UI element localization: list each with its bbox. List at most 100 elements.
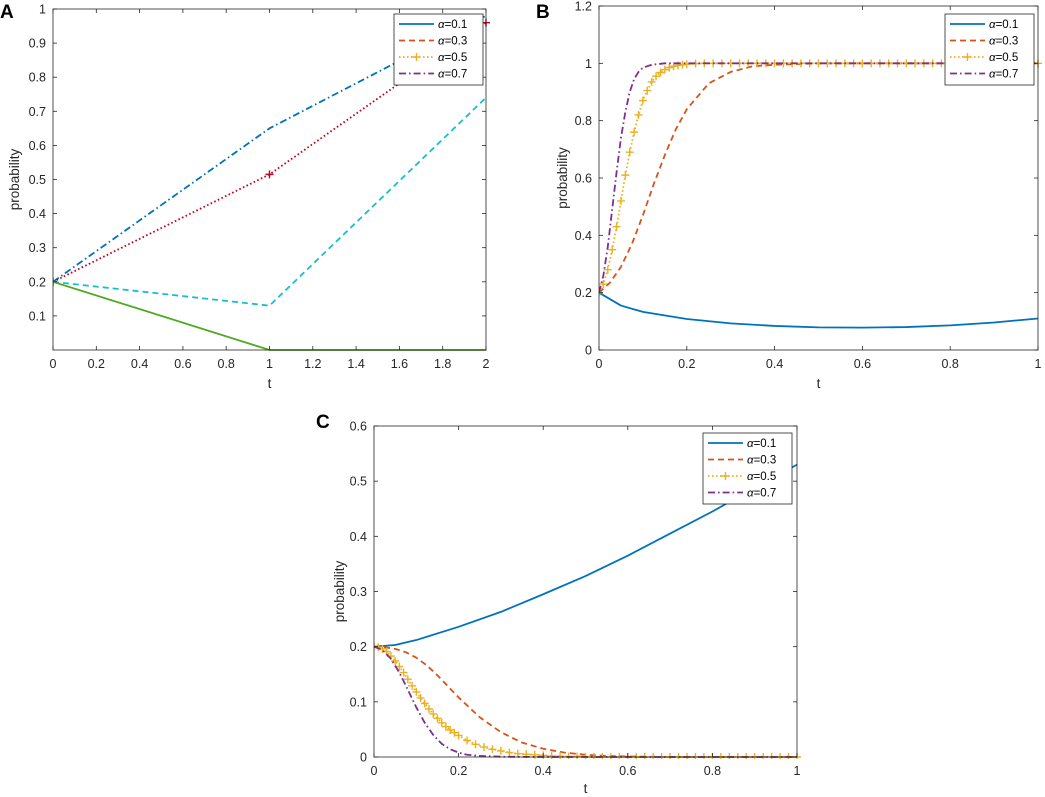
panel-b-y-tick-label: 0.2 bbox=[575, 286, 592, 300]
panel-a-y-tick-label: 0.6 bbox=[29, 139, 46, 153]
panel-b: 0 0.2 0.4 0.6 0.8 1 0 0.2 0.4 0.6 0.8 1 1.2 t probabil… bbox=[536, 0, 1042, 391]
panel-c-y-axis-label: probability bbox=[332, 560, 347, 622]
panel-b-legend-label-2: α=0.3 bbox=[989, 36, 1018, 48]
panel-a-x-tick-label: 1 bbox=[266, 357, 273, 371]
panel-a-y-tick-label: 0.2 bbox=[29, 275, 46, 289]
panel-c-series-3-marker bbox=[391, 657, 400, 666]
panel-c-series-3-marker bbox=[408, 681, 417, 690]
panel-a-x-tick-label: 0 bbox=[50, 357, 57, 371]
panel-b-y-tick-label: 0.6 bbox=[575, 172, 592, 186]
panel-c-series-3-marker bbox=[416, 693, 425, 702]
panel-a-x-tick-label: 0.2 bbox=[88, 357, 105, 371]
panel-a-x-tick-label: 0.6 bbox=[174, 357, 191, 371]
panel-a-x-tick-label: 0.4 bbox=[131, 357, 148, 371]
panel-b-y-tick-label: 0.8 bbox=[575, 114, 592, 128]
panel-c-y-tick-label: 0.1 bbox=[350, 695, 367, 709]
panel-a-legend-label-1: α=0.1 bbox=[438, 19, 467, 31]
panel-c-series-3-marker bbox=[437, 718, 446, 727]
panel-a-y-tick-label: 0.8 bbox=[29, 71, 46, 85]
panel-b-series-3-marker bbox=[656, 68, 665, 77]
panel-b-legend-box bbox=[944, 13, 1035, 86]
panel-a-y-tick-label: 0.7 bbox=[29, 105, 46, 119]
panel-c-x-tick-label: 0.8 bbox=[704, 764, 721, 778]
panel-a-y-tick-label: 0.9 bbox=[29, 37, 46, 51]
panel-c-y-tick-label: 0.6 bbox=[350, 420, 367, 434]
panel-a-y-tick-label: 1 bbox=[39, 3, 46, 17]
panel-c-series-3-marker bbox=[450, 728, 459, 737]
panel-b-series-3-marker bbox=[608, 245, 617, 254]
panel-a-x-tick-label: 1.8 bbox=[434, 357, 451, 371]
panel-a-x-tick-label: 0.8 bbox=[218, 357, 235, 371]
panel-c-series-line-1 bbox=[374, 463, 798, 648]
panel-b-legend-label-4: α=0.7 bbox=[989, 69, 1018, 81]
panel-c-y-tick-label: 0.4 bbox=[350, 530, 367, 544]
panel-c-series-3-marker bbox=[505, 748, 514, 757]
panel-c-series-3-marker bbox=[547, 751, 556, 759]
panel-a-x-tick-label: 2 bbox=[483, 357, 490, 371]
panel-a-x-tick-label: 1.2 bbox=[304, 357, 321, 371]
panel-a-y-axis-label: probability bbox=[7, 148, 22, 210]
panel-b-legend-label-3: α=0.5 bbox=[989, 52, 1018, 64]
panel-b-series-3-marker bbox=[603, 265, 612, 274]
panel-c-series-3-marker bbox=[496, 746, 505, 755]
panel-b-y-axis-label: probability bbox=[555, 147, 570, 209]
panel-c-x-axis-label: t bbox=[584, 781, 588, 796]
panel-b-y-tick-label: 0 bbox=[585, 344, 592, 358]
panel-c-x-tick-label: 1 bbox=[794, 764, 801, 778]
panel-a-y-tick-label: 0.3 bbox=[29, 241, 46, 255]
panel-c-series-3-marker bbox=[424, 705, 433, 714]
panel-c-legend-marker-3 bbox=[721, 472, 730, 480]
panel-b-series-line-1 bbox=[599, 291, 1039, 329]
panel-a-x-tick-label: 1.6 bbox=[391, 357, 408, 371]
panel-c-x-tick-label: 0.4 bbox=[535, 764, 552, 778]
panel-b-series-3-marker bbox=[630, 128, 639, 137]
panel-b-x-axis-label: t bbox=[817, 376, 821, 391]
panel-c-series-3-marker bbox=[433, 714, 442, 723]
panel-b-series-line-2 bbox=[599, 62, 1038, 294]
panel-b-series-3-marker bbox=[634, 110, 643, 119]
panel-b-y-tick-label: 1.2 bbox=[575, 0, 592, 14]
panel-c-legend-box bbox=[702, 432, 793, 505]
panel-c-series-3-marker bbox=[412, 687, 421, 696]
panel-c-series-3-marker bbox=[454, 731, 463, 740]
panel-a-legend-label-4: α=0.7 bbox=[438, 69, 467, 81]
panel-b-x-tick-label: 0 bbox=[596, 357, 603, 371]
panel-a-legend-label-3: α=0.5 bbox=[438, 52, 467, 64]
panel-c-series-3-marker bbox=[429, 709, 438, 718]
panel-b-series-3-marker bbox=[647, 77, 656, 86]
panel-b-legend-label-1: α=0.1 bbox=[989, 19, 1018, 31]
panel-b-legend: α=0.1 α=0.3 α=0.5 α=0.7 bbox=[944, 13, 1035, 86]
panel-a: 0 0.2 0.4 0.6 0.8 1 1.2 1.4 1.6 1.8 2 0.1 0.2 0.3 0.4 0… bbox=[0, 2, 490, 391]
panel-b-series-3-marker bbox=[669, 62, 678, 71]
panel-c-series-3-marker bbox=[488, 745, 497, 754]
panel-b-series-3-marker bbox=[621, 171, 630, 180]
panel-c-y-tick-label: 0 bbox=[360, 751, 367, 765]
panel-a-letter: A bbox=[0, 2, 14, 23]
panel-a-legend-box bbox=[393, 13, 484, 86]
panel-c-legend-label-2: α=0.3 bbox=[747, 455, 776, 467]
panel-a-y-tick-label: 0.5 bbox=[29, 173, 46, 187]
panel-c-letter: C bbox=[316, 412, 330, 433]
panel-a-legend-marker-3 bbox=[412, 53, 421, 61]
panel-c-legend-label-4: α=0.7 bbox=[747, 488, 776, 500]
panel-c-x-tick-label: 0 bbox=[371, 764, 378, 778]
panel-a-y-tick-label: 0.1 bbox=[29, 309, 46, 323]
panel-c-x-tick-label: 0.6 bbox=[619, 764, 636, 778]
panel-c-y-tick-label: 0.3 bbox=[350, 585, 367, 599]
panel-a-x-axis-label: t bbox=[268, 376, 272, 391]
panel-a-x-tick-label: 1.4 bbox=[347, 357, 364, 371]
panel-b-series-3-marker bbox=[638, 96, 647, 105]
panel-b-series-3-marker bbox=[643, 86, 652, 95]
panel-b-x-tick-label: 0.2 bbox=[678, 357, 695, 371]
panel-b-series-3-marker bbox=[660, 65, 669, 74]
panel-a-legend-label-2: α=0.3 bbox=[438, 36, 467, 48]
panel-c-series-3-marker bbox=[399, 668, 408, 677]
panel-b-x-tick-label: 1 bbox=[1035, 357, 1042, 371]
panel-b-letter: B bbox=[536, 2, 550, 23]
panel-c-series-3-marker bbox=[395, 662, 404, 671]
panel-b-series-3-marker bbox=[652, 72, 661, 81]
panel-b-legend-marker-3 bbox=[963, 53, 972, 61]
panel-c: 0 0.2 0.4 0.6 0.8 1 0 0.1 0.2 0.3 0.4 0.5 0.6 t probab… bbox=[316, 412, 801, 796]
panel-a-series-line-3 bbox=[53, 97, 487, 307]
